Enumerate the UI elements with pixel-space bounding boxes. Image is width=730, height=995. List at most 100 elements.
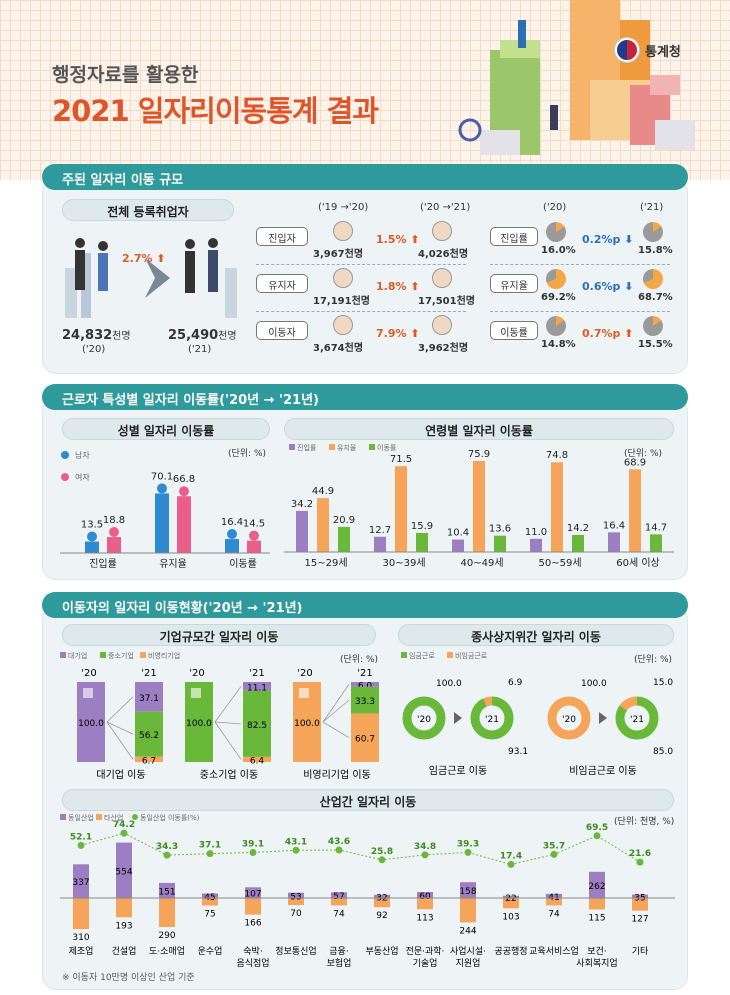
bar-value: 151 (158, 887, 175, 897)
bar-남자 (155, 493, 169, 553)
page-title: 2021 일자리이동통계 결과 (52, 94, 379, 128)
age-unit: (단위: %) (624, 449, 663, 459)
rcol-20: ('20) (543, 202, 567, 213)
legend-label: 동일산업 이동률(%) (140, 813, 200, 822)
bar-타산업 (503, 898, 519, 909)
bar-value: 66.8 (173, 474, 195, 485)
bar-동일산업 (632, 894, 648, 898)
legend-swatch (60, 814, 66, 820)
year-label: '21 (630, 715, 644, 725)
rate-point (378, 856, 386, 864)
registered-20: 24,832천명 (62, 328, 131, 343)
row-label-2: 이동자 (256, 321, 308, 340)
to-donut-비임금근로 (470, 696, 514, 740)
from-value: 100.0 (581, 679, 607, 689)
status-unit: (단위: %) (634, 655, 673, 665)
bar-value: 310 (72, 933, 89, 943)
rate-value-0-1: 15.8% (638, 245, 673, 256)
bar-value: 14.2 (567, 523, 589, 534)
bar-value: 10.4 (447, 528, 469, 539)
bar-value: 60 (419, 892, 431, 902)
rate-value: 34.3 (156, 842, 178, 852)
to-donut-비임금근로 (615, 696, 659, 740)
bar-유지율 (551, 462, 563, 552)
bar-여자 (107, 537, 121, 553)
year-label: '20 (562, 715, 576, 725)
bar-동일산업 (460, 882, 476, 898)
flow-arrow (106, 721, 134, 760)
from-value: 100.0 (294, 719, 320, 729)
legend-swatch (289, 444, 295, 450)
bar-value: 12.7 (369, 525, 391, 536)
bar-동일산업 (374, 894, 390, 898)
bar-동일산업 (245, 887, 261, 898)
bar-value: 92 (376, 911, 387, 921)
industry-pill: 산업간 일자리 이동 (62, 789, 674, 811)
legend-label: 비임금근로 (455, 651, 488, 660)
person-head (87, 531, 97, 542)
bar-value: 71.5 (390, 454, 412, 465)
legend-swatch (329, 444, 335, 450)
to-value: 6.0 (358, 681, 373, 691)
legend-label: 남자 (75, 451, 90, 460)
industry-unit: (단위: 천명, %) (614, 817, 675, 827)
bar-동일산업 (288, 892, 304, 898)
status-pill: 종사상지위간 일자리 이동 (398, 624, 674, 646)
pie-icon (546, 316, 566, 336)
section3-band: 이동자의 일자리 이동현황('20년 → '21년) (42, 592, 688, 618)
bar-이동률 (572, 534, 584, 552)
category-label: 기타 (632, 946, 649, 957)
person-icon (333, 221, 353, 241)
legend-swatch (369, 444, 375, 450)
to-value-small: 15.0 (653, 678, 673, 688)
rate-point (206, 850, 214, 858)
bar-동일산업 (503, 895, 519, 898)
to-segment-중소기업 (135, 711, 163, 757)
registered-21: 25,490천명 (168, 328, 237, 343)
legend-label: 대기업 (68, 651, 87, 660)
category-label: 40~49세 (460, 557, 503, 569)
person-icon (432, 221, 452, 241)
bar-value: 57 (333, 892, 344, 902)
status-chart: 임금근로 비임금근로 '20 100.0 '21 6.9 93.1 임금근로 이동 '20 100… (401, 651, 673, 777)
flow-arrow (106, 696, 134, 723)
category-label: 사회복지업 (576, 958, 617, 969)
legend-swatch (401, 652, 407, 658)
flow-arrow (106, 721, 134, 735)
category-label: 부동산업 (365, 946, 398, 957)
category-label: 건설업 (112, 946, 137, 957)
bar-남자 (225, 539, 239, 553)
bar-value: 53 (290, 892, 301, 902)
category-label: 15~29세 (304, 557, 347, 569)
person-icon (432, 268, 452, 288)
bar-value: 107 (244, 890, 261, 900)
category-label: 금융· (329, 946, 348, 957)
registered-20-year: ('20) (82, 344, 106, 355)
category-label: 운수업 (198, 946, 223, 957)
bar-진입률 (452, 539, 464, 552)
bar-value: 166 (244, 919, 261, 929)
rate-point (507, 860, 515, 868)
pie-icon (546, 222, 566, 242)
row-v1-0: 3,967천명 (313, 249, 364, 260)
bar-value: 11.0 (525, 527, 547, 538)
bar-value: 13.6 (489, 524, 511, 535)
pie-icon (643, 269, 663, 289)
bar-value: 290 (158, 931, 175, 941)
bar-value: 74.8 (546, 450, 568, 461)
rate-value: 34.8 (414, 842, 436, 852)
row-rdelta-2: 0.7%p ⬆ (582, 327, 634, 340)
bar-진입률 (374, 536, 386, 552)
age-chart: 진입률 유지율 이동률 34.2 44.9 20.9 15~29세 12.7 71.5 15.9 3… (284, 443, 674, 569)
bar-value: 75 (204, 910, 215, 920)
flow-arrow (214, 686, 242, 723)
bar-타산업 (546, 898, 562, 906)
row-rdelta-1: 0.6%p ⬇ (582, 280, 634, 293)
rate-value: 17.4 (500, 851, 522, 861)
rate-point (464, 848, 472, 856)
building-icon (83, 688, 93, 698)
to-value-small: 6.9 (508, 678, 523, 688)
bar-유지율 (473, 460, 485, 552)
row-rlabel-1: 유지율 (490, 274, 538, 293)
